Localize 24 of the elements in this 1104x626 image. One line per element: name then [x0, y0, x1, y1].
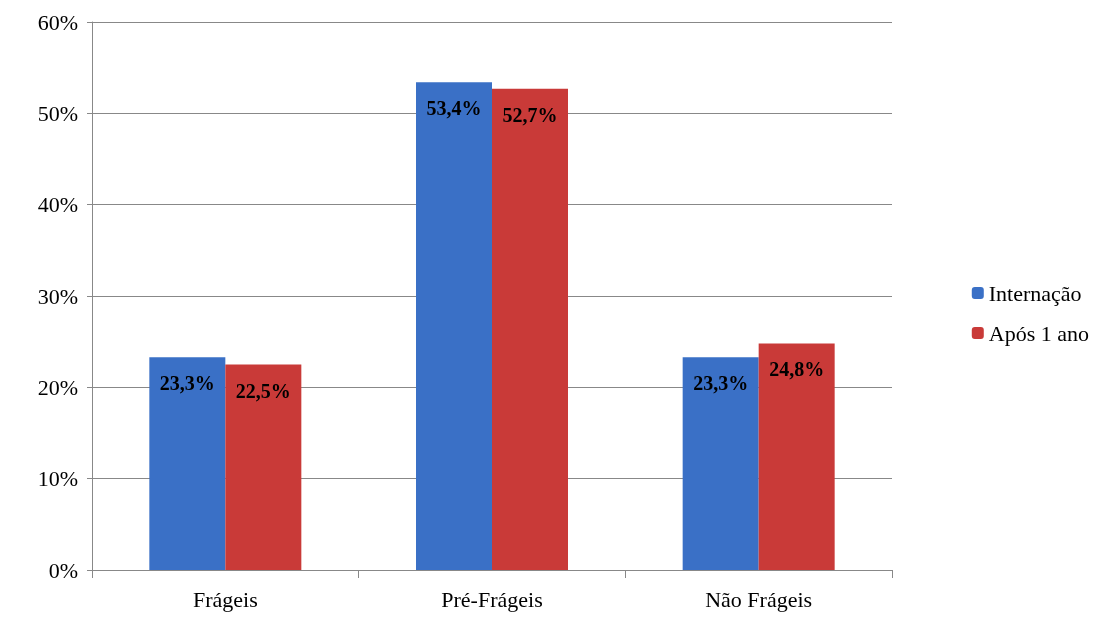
bar — [682, 357, 759, 570]
y-tick-label: 30% — [37, 283, 78, 309]
bar — [225, 364, 302, 570]
data-label: 23,3% — [159, 372, 215, 395]
legend-label: Após 1 ano — [988, 320, 1089, 346]
data-label: 53,4% — [426, 97, 482, 120]
x-tick-label: Frágeis — [192, 586, 258, 612]
data-label: 23,3% — [693, 372, 749, 395]
y-tick-label: 50% — [37, 100, 78, 126]
x-tick-label: Pré-Frágeis — [441, 586, 543, 612]
legend-label: Internação — [988, 280, 1082, 306]
data-label: 52,7% — [502, 103, 558, 126]
y-tick-label: 10% — [37, 466, 78, 492]
y-tick-label: 20% — [37, 374, 78, 400]
bar — [149, 357, 226, 570]
bar — [758, 343, 835, 570]
bar — [492, 88, 568, 570]
y-tick-label: 40% — [37, 192, 78, 218]
y-tick-label: 0% — [48, 557, 78, 583]
y-tick-label: 60% — [37, 9, 78, 35]
x-tick-label: Não Frágeis — [705, 586, 813, 612]
bar — [416, 82, 492, 570]
data-label: 24,8% — [769, 358, 825, 381]
data-label: 22,5% — [235, 379, 291, 402]
